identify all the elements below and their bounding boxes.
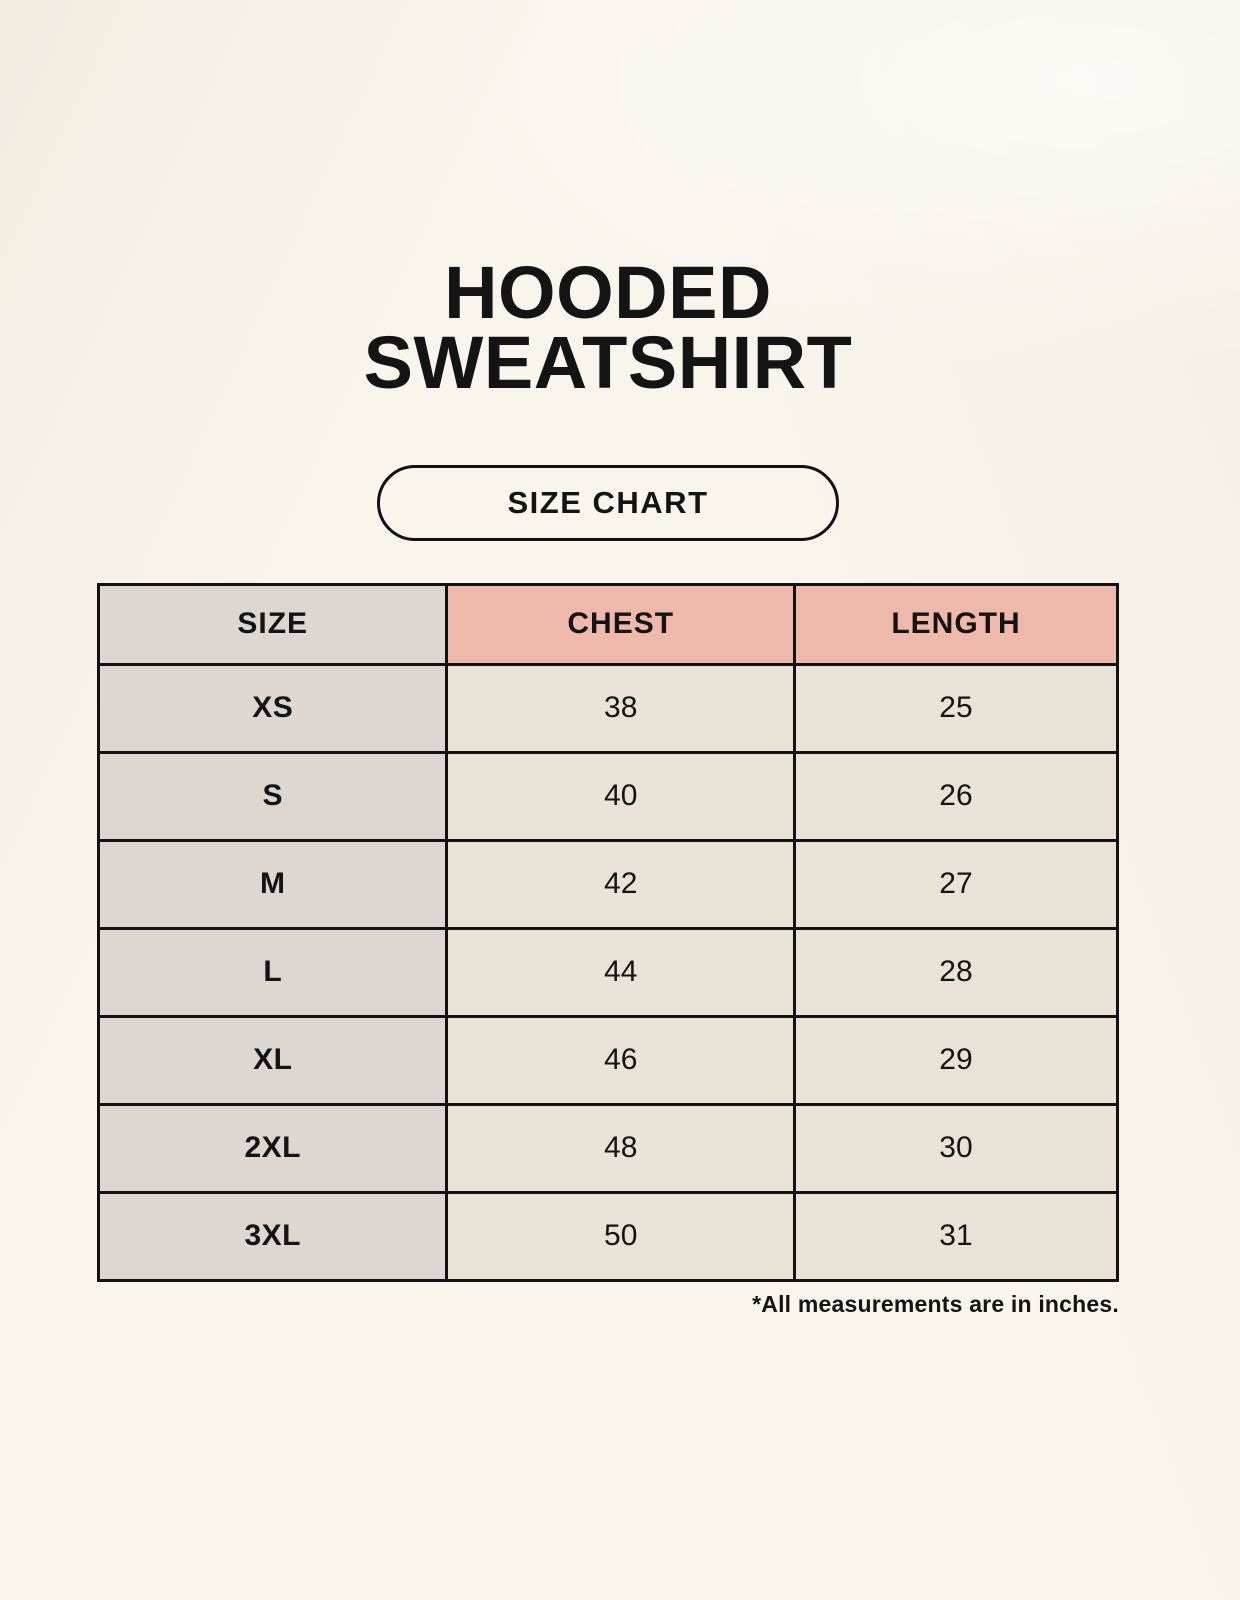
- size-label-xl: XL: [96, 1014, 449, 1106]
- size-label-s: S: [96, 750, 449, 842]
- size-chart-table: SIZE CHEST LENGTH XS 38 25 S 40 26 M 42 …: [96, 582, 1120, 1282]
- chest-value-2xl: 48: [445, 1102, 796, 1194]
- size-label-l: L: [96, 926, 449, 1018]
- size-label-xs: XS: [96, 662, 449, 754]
- table-row: M 42 27: [96, 838, 1120, 930]
- page-title: HOODED SWEATSHIRT: [97, 0, 1119, 405]
- table-header-row: SIZE CHEST LENGTH: [96, 582, 1120, 666]
- size-chart-badge[interactable]: SIZE CHART: [377, 464, 839, 541]
- length-value-xs: 25: [792, 662, 1120, 754]
- length-value-s: 26: [792, 750, 1120, 842]
- table-row: L 44 28: [96, 926, 1120, 1018]
- chest-value-xs: 38: [445, 662, 796, 754]
- length-value-3xl: 31: [792, 1190, 1120, 1282]
- table-row: 2XL 48 30: [96, 1102, 1120, 1194]
- table-row: XL 46 29: [96, 1014, 1120, 1106]
- table-row: 3XL 50 31: [96, 1190, 1120, 1282]
- length-value-m: 27: [792, 838, 1120, 930]
- column-header-size: SIZE: [96, 582, 449, 666]
- length-value-2xl: 30: [792, 1102, 1120, 1194]
- size-label-m: M: [96, 838, 449, 930]
- size-label-3xl: 3XL: [96, 1190, 449, 1282]
- column-header-chest: CHEST: [445, 582, 796, 666]
- size-chart-poster: HOODED SWEATSHIRT SIZE CHART SIZE CHEST …: [96, 0, 1120, 1318]
- chest-value-xl: 46: [445, 1014, 796, 1106]
- table-row: S 40 26: [96, 750, 1120, 842]
- length-value-xl: 29: [792, 1014, 1120, 1106]
- chest-value-m: 42: [445, 838, 796, 930]
- size-label-2xl: 2XL: [96, 1102, 449, 1194]
- length-value-l: 28: [792, 926, 1120, 1018]
- chest-value-s: 40: [445, 750, 796, 842]
- chest-value-3xl: 50: [445, 1190, 796, 1282]
- page-title-line2: SWEATSHIRT: [363, 321, 853, 405]
- page-title-line1: HOODED: [444, 251, 772, 334]
- size-chart-badge-label: SIZE CHART: [507, 484, 709, 520]
- measurements-footnote: *All measurements are in inches.: [752, 1290, 1119, 1317]
- column-header-length: LENGTH: [792, 582, 1120, 666]
- chest-value-l: 44: [445, 926, 796, 1018]
- table-row: XS 38 25: [96, 662, 1120, 754]
